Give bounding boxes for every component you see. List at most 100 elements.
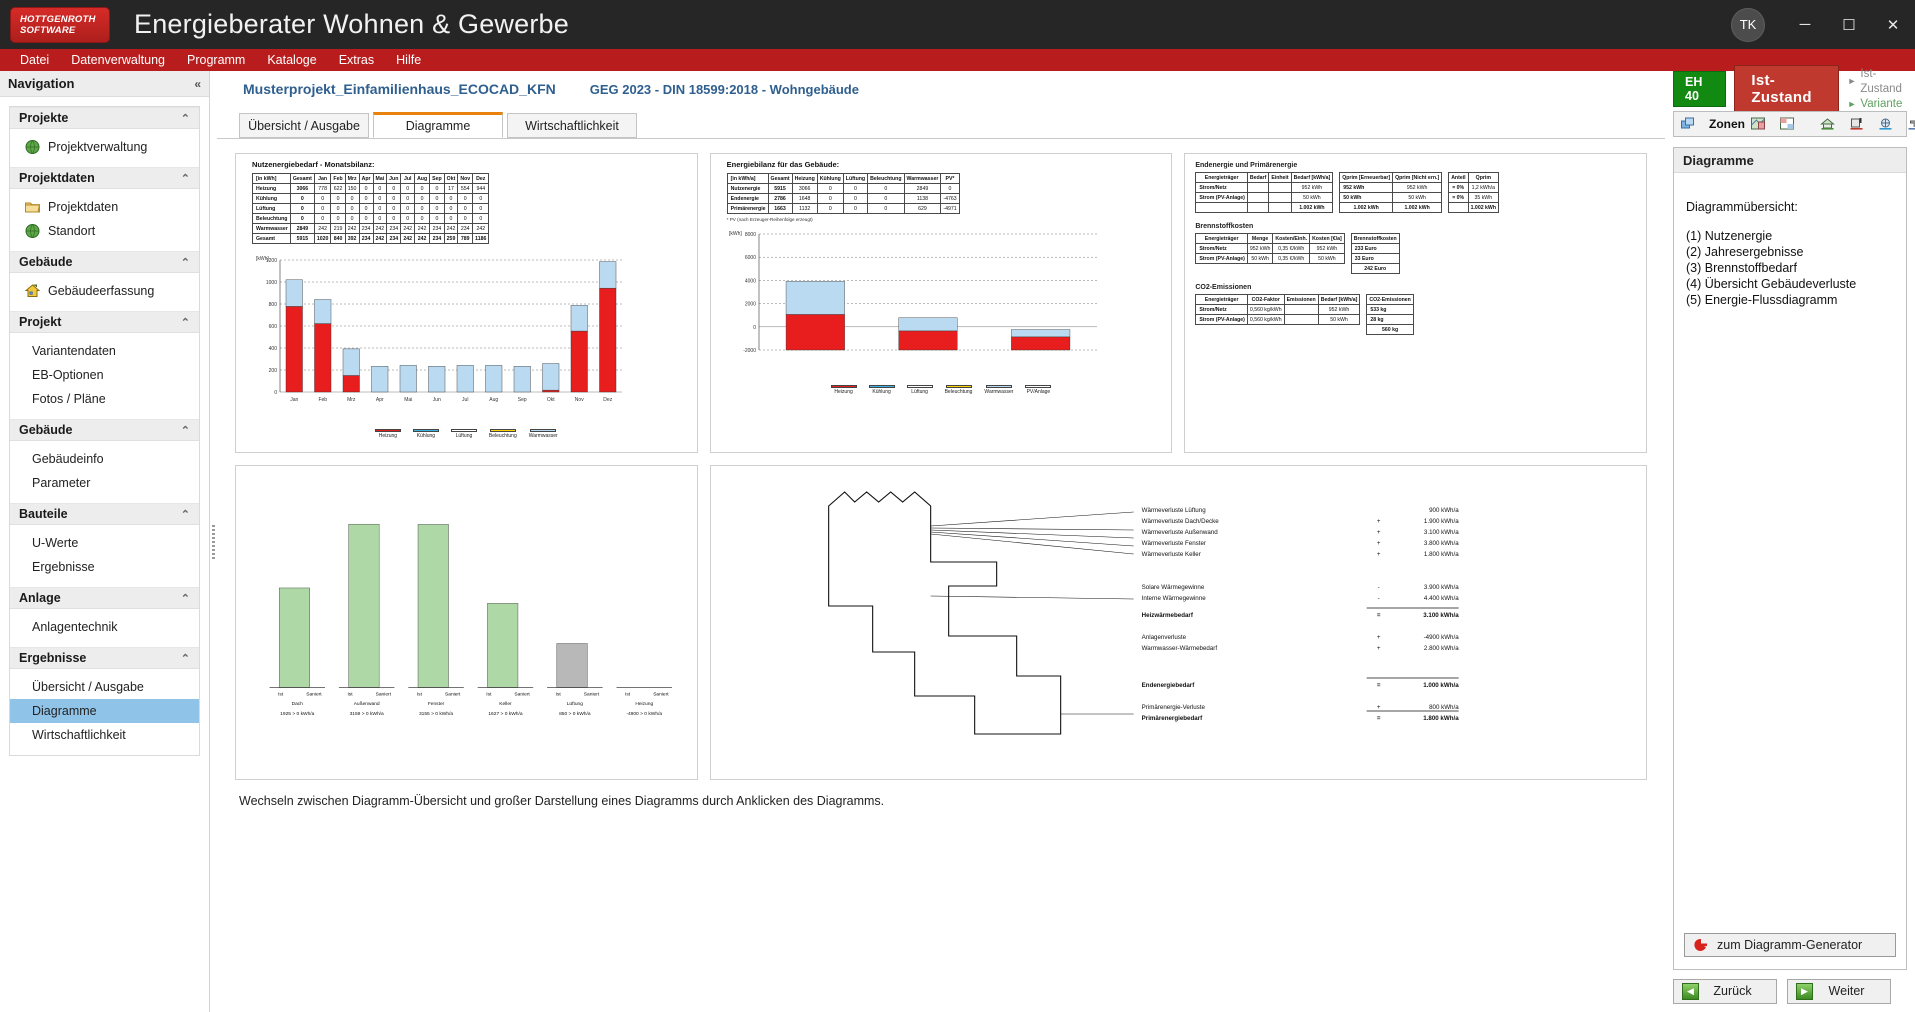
overview-item[interactable]: (5) Energie-Flussdiagramm	[1686, 293, 1838, 307]
sidebar-item--bersicht---ausgabe[interactable]: Übersicht / Ausgabe	[10, 675, 199, 699]
svg-text:4.400 kWh/a: 4.400 kWh/a	[1424, 595, 1459, 602]
panel-jahresergebnisse[interactable]: Energiebilanz für das Gebäude: [in kWh/a…	[709, 153, 1173, 453]
tab-diagramme[interactable]: Diagramme	[373, 112, 503, 138]
menu-item-datei[interactable]: Datei	[20, 53, 50, 67]
svg-text:+: +	[1377, 704, 1381, 711]
chevron-up-icon[interactable]: ⌃	[180, 508, 190, 521]
chevron-up-icon[interactable]: ⌃	[180, 424, 190, 437]
menu-item-kataloge[interactable]: Kataloge	[267, 53, 317, 67]
sidebar-splitter[interactable]	[210, 71, 217, 1012]
menu-item-datenverwaltung[interactable]: Datenverwaltung	[71, 53, 165, 67]
sidebar-group-items: Übersicht / Ausgabe Diagramme Wirtschaftli…	[10, 669, 199, 755]
sidebar-item-geb-udeinfo[interactable]: Gebäudeinfo	[10, 447, 199, 471]
table-row: 233 Euro	[1350, 243, 1400, 254]
overview-item[interactable]: (1) Nutzenergie	[1686, 229, 1773, 243]
chevron-up-icon[interactable]: ⌃	[180, 256, 190, 269]
chevron-up-icon[interactable]: ⌃	[180, 316, 190, 329]
sidebar-item-geb-udeerfassung[interactable]: Gebäudeerfassung	[10, 279, 199, 303]
sidebar-group-bauteile[interactable]: Bauteile ⌃	[10, 503, 199, 525]
sidebar-group-ergebnisse[interactable]: Ergebnisse ⌃	[10, 647, 199, 669]
tab-wirtschaftlichkeit[interactable]: Wirtschaftlichkeit	[507, 113, 637, 138]
diagramme-card-title: Diagramme	[1674, 148, 1906, 173]
table-total-row: 242 Euro	[1350, 263, 1400, 274]
overview-item[interactable]: (4) Übersicht Gebäudeverluste	[1686, 277, 1857, 291]
sidebar-group-gebude[interactable]: Gebäude ⌃	[10, 419, 199, 441]
chevron-up-icon[interactable]: ⌃	[180, 592, 190, 605]
svg-text:Heizwärmebedarf: Heizwärmebedarf	[1141, 612, 1193, 619]
chevron-up-icon[interactable]: ⌃	[180, 112, 190, 125]
zustand-button[interactable]: Ist-Zustand	[1734, 65, 1840, 113]
legend-swatch	[374, 429, 401, 432]
sidebar-group-anlage[interactable]: Anlage ⌃	[10, 587, 199, 609]
svg-text:-2000: -2000	[743, 348, 756, 354]
tab--bersicht---ausgabe[interactable]: Übersicht / Ausgabe	[239, 113, 369, 138]
sidebar-item-diagramme[interactable]: Diagramme	[10, 699, 199, 723]
sidebar-group-projekte[interactable]: Projekte ⌃	[10, 107, 199, 129]
svg-text:Solare Wärmegewinne: Solare Wärmegewinne	[1141, 584, 1204, 591]
table-row: Strom (PV-Anlage) 50 kWh 0,35 €/kWh 50 kWh	[1195, 253, 1345, 264]
sidebar-item-label: U-Werte	[32, 536, 79, 550]
sidebar-item-label: Variantendaten	[32, 344, 116, 358]
table-row: Gesamt 5915 1020 840 392 234 242 234 242 242 234 25…	[252, 233, 490, 244]
legend-label: PV/Anlage	[1026, 389, 1051, 395]
sidebar-item-anlagentechnik[interactable]: Anlagentechnik	[10, 615, 199, 639]
heating-icon[interactable]	[1848, 116, 1865, 132]
building-icon[interactable]	[1819, 116, 1836, 132]
svg-text:Saniert: Saniert	[306, 691, 322, 697]
sidebar-group-projekt[interactable]: Projekt ⌃	[10, 311, 199, 333]
sidebar-group-items: Variantendaten EB-Optionen Fotos / Pläne	[10, 333, 199, 419]
variant-item-ist[interactable]: ► Ist-Zustand	[1847, 67, 1907, 97]
zonen-icon[interactable]	[1680, 116, 1697, 132]
sidebar-item-ergebnisse[interactable]: Ergebnisse	[10, 555, 199, 579]
close-icon[interactable]: ✕	[1886, 16, 1900, 34]
ventilation-icon[interactable]	[1877, 116, 1894, 132]
svg-text:800 kWh/a: 800 kWh/a	[1429, 704, 1459, 711]
minimize-icon[interactable]: ─	[1799, 16, 1811, 33]
panel-nutzenergie[interactable]: Nutzenergiebedarf - Monatsbilanz: [in kW…	[235, 153, 698, 453]
svg-text:-: -	[1377, 584, 1379, 591]
diagramm-generator-button[interactable]: zum Diagramm-Generator	[1684, 933, 1896, 957]
panel-brennstoffbedarf[interactable]: Endenergie und Primärenergie Energieträge…	[1184, 153, 1647, 453]
table-row: Heizung 3066 778 622 150 0 0 0 0 0 0 17 554 944	[252, 183, 490, 194]
sidebar-item-parameter[interactable]: Parameter	[10, 471, 199, 495]
svg-text:0: 0	[274, 390, 277, 396]
sidebar-item-wirtschaftlichkeit[interactable]: Wirtschaftlichkeit	[10, 723, 199, 747]
back-button[interactable]: ◀ Zurück	[1673, 978, 1777, 1004]
sidebar-item-variantendaten[interactable]: Variantendaten	[10, 339, 199, 363]
variant-item-variante[interactable]: ► Variante	[1847, 97, 1907, 112]
chevron-up-icon[interactable]: ⌃	[180, 652, 190, 665]
water-tap-icon[interactable]	[1906, 116, 1915, 132]
chevron-up-icon[interactable]: ⌃	[180, 172, 190, 185]
menu-item-programm[interactable]: Programm	[187, 53, 246, 67]
panel-flussdiagramm[interactable]: Wärmeverluste Lüftung 900 kWh/a Wärmeverlu…	[709, 465, 1647, 780]
svg-text:1.900 kWh/a: 1.900 kWh/a	[1424, 518, 1459, 525]
menu-item-extras[interactable]: Extras	[338, 53, 375, 67]
maximize-icon[interactable]: ☐	[1842, 16, 1856, 34]
svg-text:Wärmeverluste Lüftung: Wärmeverluste Lüftung	[1141, 507, 1206, 514]
svg-text:1627 > 0 kWh/a: 1627 > 0 kWh/a	[488, 711, 522, 717]
next-button[interactable]: ▶ Weiter	[1787, 978, 1891, 1004]
collapse-sidebar-icon[interactable]: «	[194, 76, 201, 91]
sidebar-item-fotos---pl-ne[interactable]: Fotos / Pläne	[10, 387, 199, 411]
svg-text:800: 800	[269, 302, 278, 308]
sidebar-item-standort[interactable]: Standort	[10, 219, 199, 243]
sidebar-item-label: Gebäudeerfassung	[48, 284, 155, 298]
breadcrumb-standard: GEG 2023 - DIN 18599:2018 - Wohngebäude	[589, 81, 859, 97]
avatar[interactable]: TK	[1731, 7, 1765, 42]
zone-split-icon[interactable]	[1779, 116, 1796, 132]
sidebar-group-projektdaten[interactable]: Projektdaten ⌃	[10, 167, 199, 189]
panel-gebaeudeverluste[interactable]: Ist Saniert Dach 1925 > 0 kWh/a Ist Saniert Au…	[235, 465, 698, 780]
overview-item[interactable]: (3) Brennstoffbedarf	[1686, 261, 1797, 275]
svg-text:8000: 8000	[745, 232, 756, 238]
app-title: Energieberater Wohnen & Gewerbe	[134, 9, 569, 39]
sidebar-item-projektdaten[interactable]: Projektdaten	[10, 195, 199, 219]
sidebar-group-gebude[interactable]: Gebäude ⌃	[10, 251, 199, 273]
zone-map-icon[interactable]	[1750, 116, 1767, 132]
svg-text:3.100 kWh/a: 3.100 kWh/a	[1423, 612, 1459, 619]
sidebar-item-eb-optionen[interactable]: EB-Optionen	[10, 363, 199, 387]
table-row: 33 Euro	[1350, 253, 1400, 264]
sidebar-item-u-werte[interactable]: U-Werte	[10, 531, 199, 555]
menu-item-hilfe[interactable]: Hilfe	[396, 53, 422, 67]
sidebar-item-projektverwaltung[interactable]: Projektverwaltung	[10, 135, 199, 159]
overview-item[interactable]: (2) Jahresergebnisse	[1686, 245, 1804, 259]
